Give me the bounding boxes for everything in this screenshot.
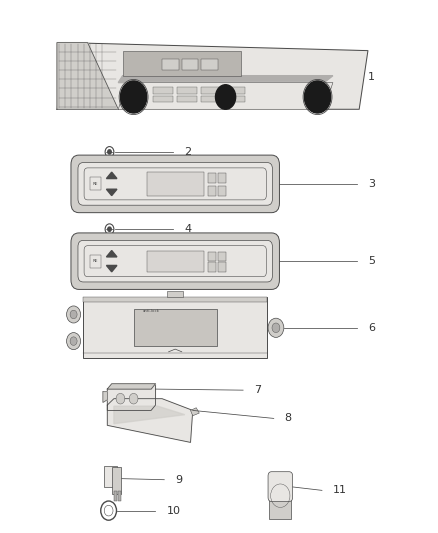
Circle shape [67,306,81,323]
Bar [90,177,101,190]
Text: 4: 4 [184,224,191,234]
FancyBboxPatch shape [84,246,266,277]
Bar [162,59,179,70]
Bar [123,51,241,76]
Bar [153,96,173,102]
Bar [218,252,226,261]
Text: anti-lock: anti-lock [142,309,159,313]
Circle shape [70,337,77,345]
Polygon shape [103,392,107,402]
Circle shape [272,323,280,333]
Polygon shape [118,76,333,83]
Text: RE: RE [92,259,98,263]
Bar [112,467,121,494]
Circle shape [268,318,284,337]
FancyBboxPatch shape [268,472,293,502]
FancyBboxPatch shape [78,163,272,205]
Text: 1: 1 [368,72,375,82]
Polygon shape [191,408,199,416]
FancyBboxPatch shape [78,240,272,282]
Bar [153,87,173,94]
Bar [208,173,216,183]
Bar [201,96,221,102]
Text: 10: 10 [166,506,180,515]
Bar [269,497,291,519]
Polygon shape [107,384,155,410]
Circle shape [108,150,111,154]
Bar [134,309,217,346]
Bar [226,96,245,102]
Circle shape [116,393,125,404]
Bar [208,262,216,272]
Polygon shape [106,251,117,257]
Polygon shape [106,189,117,196]
Bar [201,87,221,94]
Polygon shape [107,399,193,442]
Bar [182,59,198,70]
Bar [83,297,267,358]
Circle shape [67,333,81,350]
FancyBboxPatch shape [71,155,279,213]
Text: RE: RE [92,182,98,186]
Bar [208,186,216,196]
Text: 9: 9 [175,475,182,484]
Bar [147,251,204,272]
FancyBboxPatch shape [84,168,266,200]
Bar [218,262,226,272]
Circle shape [129,393,138,404]
Circle shape [108,227,111,231]
Bar [218,186,226,196]
Polygon shape [118,83,333,109]
Bar [167,291,183,297]
Text: 8: 8 [285,414,292,423]
Bar [201,59,218,70]
Bar [147,172,204,196]
Bar [104,466,117,487]
Bar [177,87,197,94]
Bar [83,297,267,303]
Polygon shape [114,406,185,424]
Text: 11: 11 [333,486,347,495]
Circle shape [70,310,77,319]
Text: 7: 7 [254,385,261,395]
Polygon shape [106,265,117,272]
Polygon shape [106,172,117,179]
Text: 6: 6 [368,323,375,333]
FancyBboxPatch shape [71,233,279,289]
Circle shape [120,81,147,113]
Bar [118,491,121,501]
Bar [226,87,245,94]
Text: 5: 5 [368,256,375,266]
Bar [114,491,117,501]
Circle shape [304,81,331,113]
Bar [208,252,216,261]
Text: 3: 3 [368,179,375,189]
Bar [90,255,101,268]
Polygon shape [57,43,368,109]
Circle shape [215,85,236,109]
Bar [177,96,197,102]
Text: 2: 2 [184,147,191,157]
Polygon shape [107,384,155,389]
Polygon shape [57,43,118,109]
Bar [218,173,226,183]
